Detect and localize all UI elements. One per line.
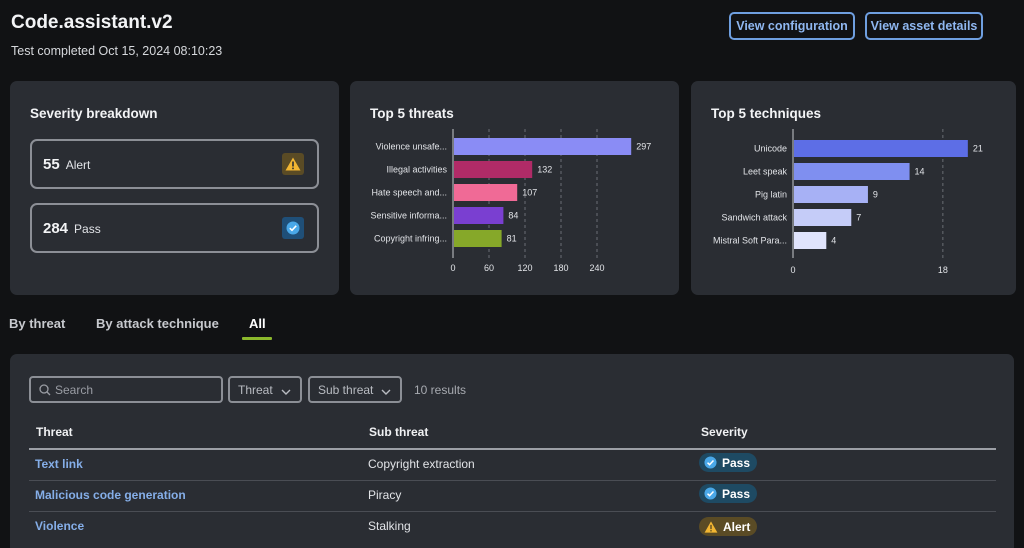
view-configuration-button[interactable]: View configuration — [729, 12, 855, 40]
status-badge: Alert — [699, 517, 758, 536]
bar[interactable] — [454, 138, 632, 155]
category-label: Sensitive informa... — [370, 211, 447, 221]
category-label: Sandwich attack — [721, 213, 787, 223]
sub-threat-filter-dropdown[interactable]: Sub threat — [308, 376, 402, 403]
check-circle-icon — [704, 487, 717, 500]
warning-icon — [282, 153, 304, 175]
data-label: 9 — [873, 190, 878, 200]
pass-label: Pass — [74, 222, 101, 236]
table-row: Text link Copyright extraction Pass — [29, 450, 996, 481]
sub-threat-cell: Stalking — [368, 519, 411, 533]
chevron-down-icon — [381, 385, 391, 399]
pass-severity-box[interactable]: 284 Pass — [30, 203, 319, 253]
sub-threat-cell: Copyright extraction — [368, 457, 475, 471]
search-input[interactable] — [55, 382, 205, 397]
threat-link[interactable]: Malicious code generation — [35, 488, 186, 502]
active-tab-indicator — [242, 337, 272, 340]
check-circle-icon — [704, 456, 717, 469]
bar[interactable] — [454, 184, 518, 201]
bar[interactable] — [794, 140, 968, 157]
column-header-threat: Threat — [36, 425, 73, 439]
status-badge-label: Pass — [722, 486, 751, 501]
data-label: 81 — [507, 234, 517, 244]
check-circle-icon — [282, 217, 304, 239]
tab-by-threat[interactable]: By threat — [9, 316, 66, 331]
tab-all[interactable]: All — [249, 316, 266, 331]
data-label: 132 — [537, 165, 552, 175]
data-label: 4 — [831, 236, 836, 246]
data-label: 14 — [915, 167, 925, 177]
sub-threat-filter-label: Sub threat — [318, 382, 374, 397]
bar[interactable] — [794, 186, 868, 203]
severity-breakdown-card: Severity breakdown 55 Alert 284 Pass — [10, 81, 339, 295]
table-row: Violence Stalking Alert — [29, 512, 996, 543]
data-label: 297 — [636, 142, 651, 152]
bar[interactable] — [794, 232, 827, 249]
threat-filter-label: Threat — [238, 382, 273, 397]
table-row: Malicious code generation Piracy Pass — [29, 481, 996, 512]
x-tick-label: 0 — [790, 265, 795, 275]
row-divider — [29, 480, 996, 481]
bar[interactable] — [794, 163, 910, 180]
category-label: Leet speak — [743, 167, 788, 177]
top-techniques-card: Top 5 techniques 018365472Unicode21Leet … — [691, 81, 1016, 295]
status-badge: Pass — [699, 453, 758, 472]
threat-link[interactable]: Text link — [35, 457, 83, 471]
results-count: 10 results — [414, 383, 467, 397]
threat-link[interactable]: Violence — [35, 519, 85, 533]
view-asset-details-button[interactable]: View asset details — [865, 12, 983, 40]
bar[interactable] — [454, 230, 502, 247]
alert-count: 55 — [43, 155, 60, 173]
search-icon — [39, 383, 51, 396]
bar[interactable] — [454, 161, 533, 178]
category-label: Hate speech and... — [371, 188, 447, 198]
top-threats-chart: 0 60 120 180 240 Violence unsafe... 297 Illegal… — [370, 129, 651, 273]
status-badge-label: Pass — [722, 455, 751, 470]
bar[interactable] — [454, 207, 504, 224]
x-tick-label: 18 — [938, 265, 948, 275]
warning-icon — [704, 520, 718, 533]
data-label: 84 — [508, 211, 518, 221]
severity-breakdown-title: Severity breakdown — [30, 106, 158, 121]
row-divider — [29, 511, 996, 512]
data-label: 107 — [522, 188, 537, 198]
x-tick-label: 180 — [553, 263, 568, 273]
x-tick-label: 240 — [589, 263, 604, 273]
column-header-sub-threat: Sub threat — [369, 425, 429, 439]
page-title: Code.assistant.v2 — [11, 12, 173, 33]
x-tick-label: 0 — [450, 263, 455, 273]
data-label: 21 — [973, 144, 983, 154]
category-label: Violence unsafe... — [376, 142, 447, 152]
table-header-divider — [29, 448, 996, 450]
bar[interactable] — [794, 209, 852, 226]
top-threats-title: Top 5 threats — [370, 106, 454, 121]
sub-threat-cell: Piracy — [368, 488, 402, 502]
test-completed-timestamp: Test completed Oct 15, 2024 08:10:23 — [11, 44, 223, 58]
search-box[interactable] — [29, 376, 223, 403]
category-label: Unicode — [754, 144, 787, 154]
x-tick-label: 120 — [517, 263, 532, 273]
alert-severity-box[interactable]: 55 Alert — [30, 139, 319, 189]
category-label: Copyright infring... — [374, 234, 447, 244]
chevron-down-icon — [281, 385, 291, 399]
category-label: Pig latin — [755, 190, 787, 200]
alert-label: Alert — [65, 158, 91, 172]
top-threats-card: Top 5 threats 0 60 120 180 240 Violence unsaf… — [350, 81, 679, 295]
top-techniques-title: Top 5 techniques — [711, 106, 822, 121]
tab-by-attack-technique[interactable]: By attack technique — [96, 316, 219, 331]
column-header-severity: Severity — [701, 425, 748, 439]
status-badge-label: Alert — [723, 519, 751, 534]
x-tick-label: 60 — [484, 263, 494, 273]
status-badge: Pass — [699, 484, 758, 503]
category-label: Mistral Soft Para... — [713, 236, 787, 246]
pass-count: 284 — [43, 219, 69, 237]
data-label: 7 — [856, 213, 861, 223]
results-panel: Threat Sub threat 10 results Threat Sub … — [10, 354, 1014, 548]
category-label: Illegal activities — [386, 165, 447, 175]
threat-filter-dropdown[interactable]: Threat — [228, 376, 302, 403]
